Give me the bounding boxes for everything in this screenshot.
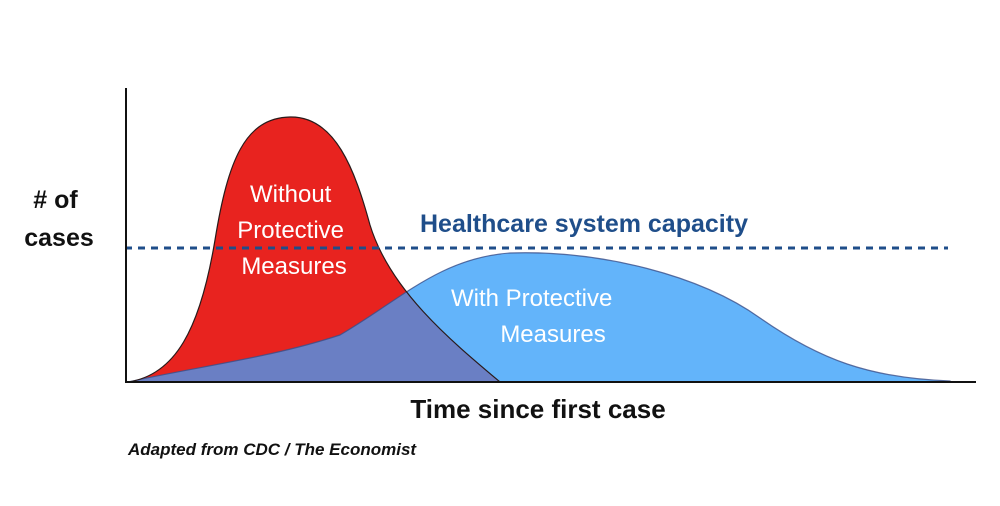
without-protective-measures-label: Without Protective Measures (237, 181, 350, 280)
healthcare-capacity-label: Healthcare system capacity (420, 210, 748, 238)
without-protective-measures-outline (127, 116, 502, 383)
y-axis-label-line-2: cases (24, 224, 94, 252)
curve-overlap-region (128, 252, 500, 382)
y-axis-label-line-1: # of (33, 186, 78, 214)
y-axis-label: # of cases (24, 186, 94, 252)
source-note: Adapted from CDC / The Economist (127, 440, 417, 459)
x-axis-label: Time since first case (410, 394, 665, 424)
with-protective-measures-label: With Protective Measures (451, 285, 619, 348)
with-protective-measures-outline (127, 252, 951, 383)
